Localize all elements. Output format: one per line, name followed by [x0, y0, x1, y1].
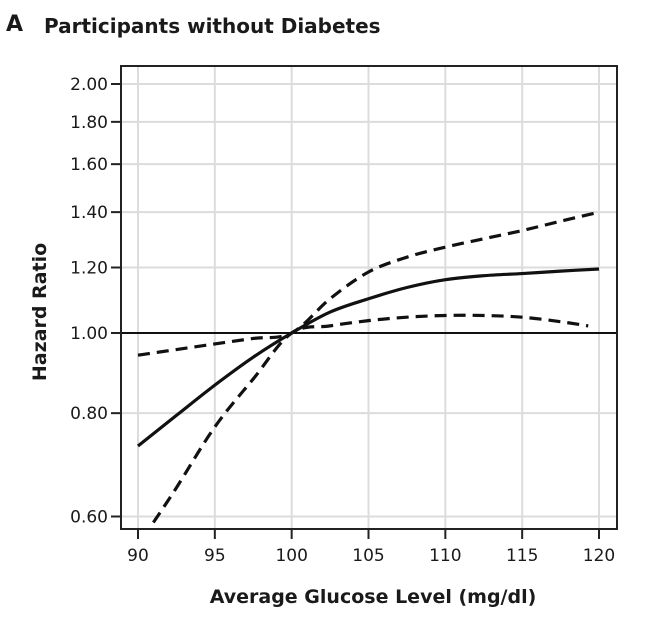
x-tick-label: 100: [275, 546, 307, 566]
x-tick-label: 90: [127, 546, 149, 566]
y-tick-label: 2.00: [70, 75, 108, 95]
x-axis: 90 95 100 105 110 115 120: [127, 529, 615, 566]
grid-lines: [121, 66, 617, 529]
series-group: [137, 210, 600, 524]
y-axis: 0.60 0.80 1.00 1.20 1.40 1.60 1.80 2.00: [70, 75, 121, 528]
x-tick-label: 95: [204, 546, 226, 566]
series-line-lower-95-ci: [152, 313, 589, 524]
series-line-upper-95-ci: [137, 210, 600, 357]
y-tick-label: 1.40: [70, 203, 108, 223]
y-axis-title: Hazard Ratio: [29, 243, 51, 381]
x-tick-label: 110: [429, 546, 461, 566]
x-axis-title: Average Glucose Level (mg/dl): [210, 586, 537, 608]
x-tick-label: 115: [506, 546, 538, 566]
panel-title: Participants without Diabetes: [44, 14, 381, 38]
y-tick-label: 0.60: [70, 508, 108, 528]
y-tick-label: 1.20: [70, 259, 108, 279]
y-tick-label: 1.00: [70, 324, 108, 344]
x-tick-label: 120: [583, 546, 615, 566]
x-tick-label: 105: [352, 546, 384, 566]
y-tick-label: 0.80: [70, 404, 108, 424]
series-line-hazard-ratio: [137, 267, 600, 448]
y-tick-label: 1.60: [70, 155, 108, 175]
panel-letter: A: [6, 12, 24, 37]
y-tick-label: 1.80: [70, 113, 108, 133]
